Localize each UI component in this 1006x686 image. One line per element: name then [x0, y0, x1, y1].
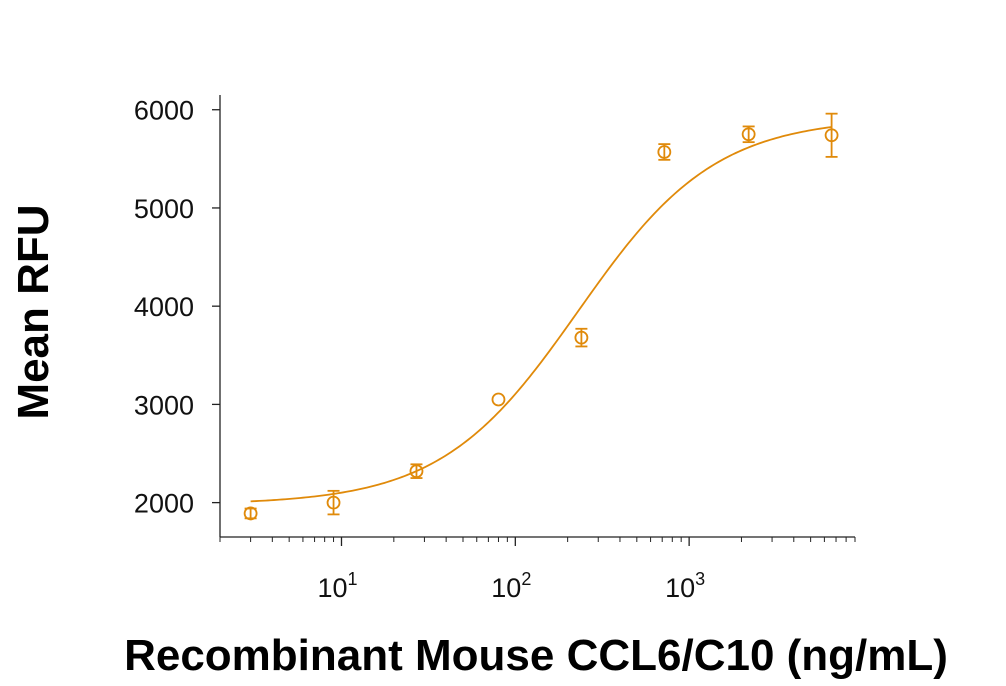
point-marker [824, 128, 839, 143]
point-marker [326, 495, 341, 510]
x-tick-label: 101 [317, 569, 357, 603]
point-marker [491, 392, 506, 407]
point-marker [243, 506, 258, 521]
axes: 2000 3000 4000 5000 6000 101 102 103 [134, 95, 856, 603]
x-ticks: 101 102 103 [219, 537, 856, 603]
y-tick-label: 2000 [134, 489, 194, 519]
data-points [243, 112, 839, 521]
point-marker [574, 330, 589, 345]
x-axis-title: Recombinant Mouse CCL6/C10 (ng/mL) [124, 631, 948, 680]
x-tick-label: 102 [491, 569, 531, 603]
data-point [409, 463, 424, 479]
point-marker [741, 127, 756, 142]
point-marker [409, 464, 424, 479]
data-point [326, 489, 341, 516]
data-point [574, 327, 589, 348]
y-tick-label: 4000 [134, 292, 194, 322]
x-tick-label: 103 [665, 569, 705, 603]
y-tick-label: 3000 [134, 390, 194, 420]
y-tick-label: 5000 [134, 194, 194, 224]
data-point [243, 506, 258, 521]
y-tick-label: 6000 [134, 96, 194, 126]
y-axis-title: Mean RFU [9, 204, 58, 419]
point-marker [657, 145, 672, 159]
y-ticks: 2000 3000 4000 5000 6000 [134, 96, 220, 519]
data-point [657, 143, 672, 161]
data-point [491, 392, 506, 407]
data-point [824, 112, 839, 158]
fit-curve [250, 126, 832, 503]
data-point [741, 125, 756, 144]
